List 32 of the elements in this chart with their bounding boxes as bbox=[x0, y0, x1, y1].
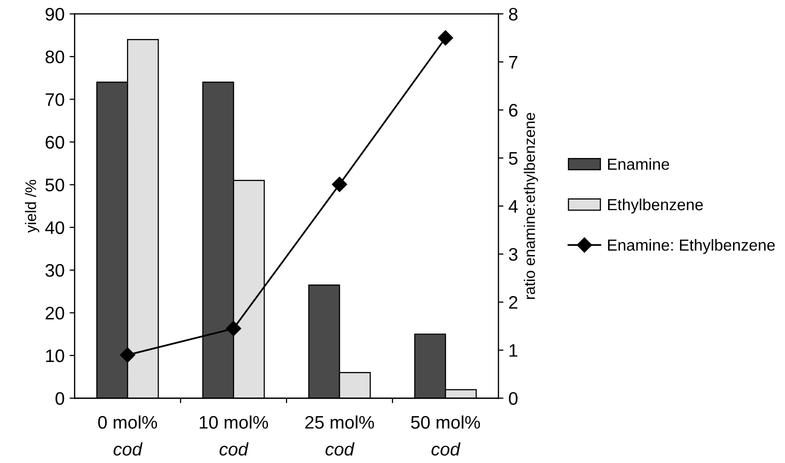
y2-tick-label: 1 bbox=[510, 344, 518, 357]
y-tick-label: 10 bbox=[46, 349, 64, 362]
legend-label: Enamine: Ethylbenzene bbox=[608, 239, 775, 254]
y2-tick-label: 5 bbox=[508, 152, 518, 165]
y-tick-label: 80 bbox=[46, 50, 64, 64]
y-tick-label: 70 bbox=[46, 93, 64, 106]
legend-label: Ethylbenzene bbox=[608, 198, 703, 214]
x-tick-label: 10 mol% cod bbox=[200, 415, 268, 456]
y-tick-label: 0 bbox=[56, 392, 64, 405]
y2-tick-label: 7 bbox=[509, 56, 518, 68]
y2-tick-label: 6 bbox=[509, 104, 518, 117]
x-tick-label: 50 mol% cod bbox=[411, 415, 480, 456]
y2-tick-label: 0 bbox=[508, 392, 518, 405]
point bbox=[120, 347, 136, 363]
legend-label: Enamine bbox=[608, 158, 670, 170]
y2-axis-title: ratio enamine:ethylbenzene bbox=[524, 112, 538, 299]
y2-tick-label: 8 bbox=[508, 8, 518, 21]
y-tick-label: 50 bbox=[45, 178, 64, 192]
y2-tick-label: 3 bbox=[508, 248, 518, 261]
point bbox=[438, 30, 454, 46]
x-tick-label: 25 mol% cod bbox=[305, 415, 374, 456]
y-tick-label: 90 bbox=[46, 8, 64, 21]
point bbox=[332, 176, 348, 192]
y2-tick-label: 2 bbox=[509, 296, 518, 309]
y-tick-label: 30 bbox=[45, 264, 64, 277]
y-tick-label: 20 bbox=[46, 306, 64, 320]
y-tick-label: 40 bbox=[45, 221, 64, 234]
y2-tick-label: 4 bbox=[508, 200, 518, 213]
y-axis-title: yield /% bbox=[24, 180, 40, 233]
y-tick-label: 60 bbox=[46, 136, 64, 149]
point bbox=[226, 320, 242, 336]
x-tick-label: 0 mol% cod bbox=[98, 415, 158, 456]
